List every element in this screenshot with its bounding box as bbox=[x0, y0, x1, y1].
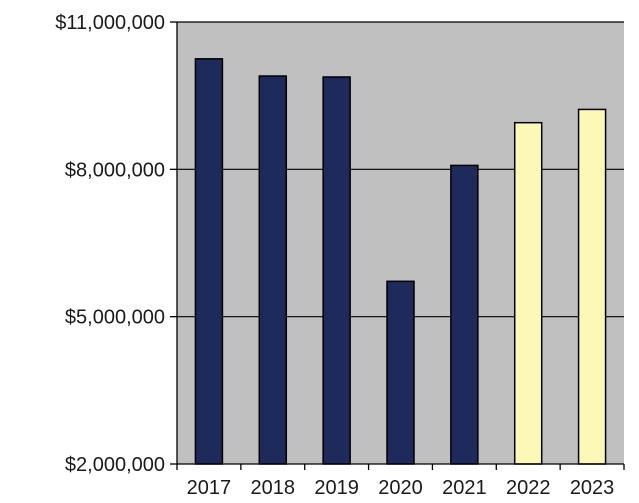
bars bbox=[194, 58, 607, 465]
bar-2018 bbox=[258, 75, 288, 465]
y-tick-label: $8,000,000 bbox=[65, 159, 165, 181]
bar-2021 bbox=[450, 164, 479, 465]
y-tick-label: $11,000,000 bbox=[55, 12, 165, 34]
bar-2019 bbox=[322, 76, 351, 465]
bar-2017 bbox=[194, 58, 224, 465]
y-tick-labels: $2,000,000 $5,000,000 $8,000,000 $11,000,00… bbox=[55, 12, 165, 476]
bar-2023 bbox=[577, 108, 607, 465]
x-tick-label: 2018 bbox=[251, 477, 296, 499]
x-tick-label: 2023 bbox=[570, 477, 615, 499]
x-tick-label: 2017 bbox=[187, 477, 232, 499]
y-tick-label: $5,000,000 bbox=[65, 307, 165, 329]
bar-2022 bbox=[513, 121, 543, 465]
bar-2020 bbox=[386, 280, 415, 465]
x-tick-label: 2022 bbox=[506, 477, 551, 499]
axes bbox=[170, 21, 625, 470]
x-tick-label: 2019 bbox=[314, 477, 359, 499]
y-tick-label: $2,000,000 bbox=[65, 454, 165, 476]
x-tick-labels: 2017 2018 2019 2020 2021 2022 2023 bbox=[187, 477, 615, 499]
x-tick-label: 2021 bbox=[442, 477, 487, 499]
x-tick-label: 2020 bbox=[378, 477, 423, 499]
